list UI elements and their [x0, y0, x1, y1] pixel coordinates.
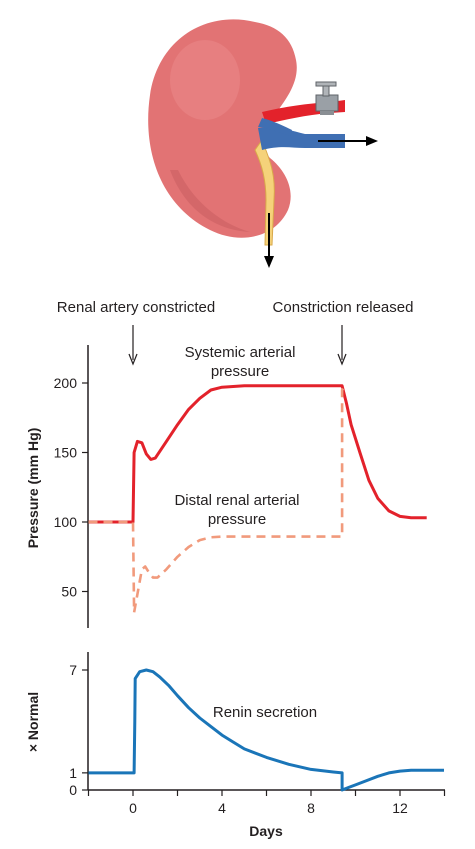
pressure-y-ticks: 50 100 150 200 [54, 375, 88, 600]
kidney-highlight [170, 40, 240, 120]
annotation-artery-constricted: Renal artery constricted [57, 299, 215, 316]
annotation-constriction-released: Constriction released [273, 299, 414, 316]
kidney-shading [170, 170, 250, 232]
pressure-y-tick-label: 50 [61, 584, 77, 600]
renin-x-tick-label: 4 [218, 800, 226, 816]
renin-x-tick-label: 8 [307, 800, 315, 816]
renin-y-tick-label: 0 [69, 782, 77, 798]
pressure-y-axis-title: Pressure (mm Hg) [25, 428, 41, 549]
renin-y-tick-label: 7 [69, 662, 77, 678]
kidney-icon [148, 19, 297, 238]
vein-branch-icon [258, 118, 292, 136]
systemic-label-line2: pressure [211, 363, 269, 380]
renin-x-ticks: 0 4 8 12 [87, 790, 446, 816]
ureter-outflow-arrow-icon [264, 213, 274, 268]
renin-x-tick-label: 12 [392, 800, 408, 816]
constriction-released-arrow-icon [337, 325, 347, 366]
renin-y-axis-title: × Normal [25, 692, 41, 752]
kidney-illustration [148, 19, 378, 268]
vein-outflow-arrow-icon [318, 136, 378, 146]
clamp-icon [315, 81, 339, 115]
systemic-pressure-line [88, 384, 427, 524]
renin-y-tick-label: 1 [69, 765, 77, 781]
artery-constricted-arrow-icon [128, 325, 138, 366]
distal-pressure-line [88, 385, 346, 614]
pressure-y-tick-label: 200 [54, 375, 78, 391]
distal-label-line2: pressure [208, 511, 266, 528]
renin-series [88, 668, 444, 792]
renin-x-axis-title: Days [249, 823, 283, 839]
distal-label-line1: Distal renal arterial [174, 492, 299, 509]
renin-y-ticks: 01 7 [69, 662, 88, 798]
renin-chart: 017 0 4 8 12 × Normal Days Renin secretion [25, 652, 446, 839]
pressure-y-tick-label: 100 [54, 514, 78, 530]
clamp-jaw [320, 111, 334, 115]
renal-vein-icon [258, 127, 345, 150]
clamp-body [315, 94, 339, 112]
pressure-series [88, 384, 427, 614]
clamp-handle [315, 81, 337, 87]
systemic-label-line1: Systemic arterial [185, 344, 296, 361]
pressure-chart: 50 100 150 200 Pressure (mm Hg) Systemic ar… [25, 344, 427, 628]
pressure-y-tick-label: 150 [54, 445, 78, 461]
renin-series-label: Renin secretion [213, 704, 317, 721]
renin-secretion-line [88, 668, 444, 792]
renin-x-tick-label: 0 [129, 800, 137, 816]
